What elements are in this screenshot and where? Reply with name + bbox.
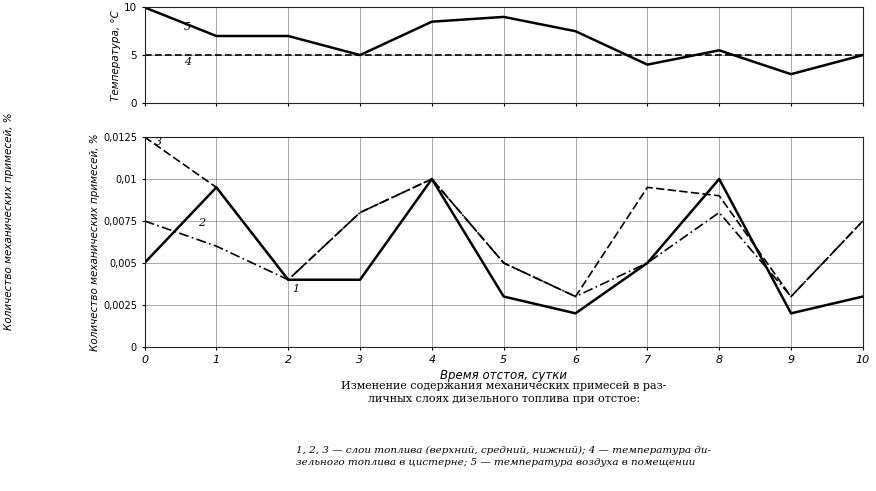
Text: 1: 1 [292,283,299,294]
Y-axis label: Температура, °С: Температура, °С [111,10,121,101]
X-axis label: Время отстоя, сутки: Время отстоя, сутки [441,369,567,382]
Text: Количество механических примесей, %: Количество механических примесей, % [4,112,14,330]
Text: 4: 4 [184,56,191,67]
Text: 2: 2 [198,218,206,228]
Text: 3: 3 [155,137,162,147]
Y-axis label: Количество механических примесей, %: Количество механических примесей, % [90,133,100,351]
Text: 5: 5 [184,22,191,32]
Text: Изменение содержания механических примесей в раз-
личных слоях дизельного топлив: Изменение содержания механических примес… [341,381,667,404]
Text: 1, 2, 3 — слои топлива (верхний, средний, нижний); 4 — температура ди-
зельного : 1, 2, 3 — слои топлива (верхний, средний… [296,446,711,467]
